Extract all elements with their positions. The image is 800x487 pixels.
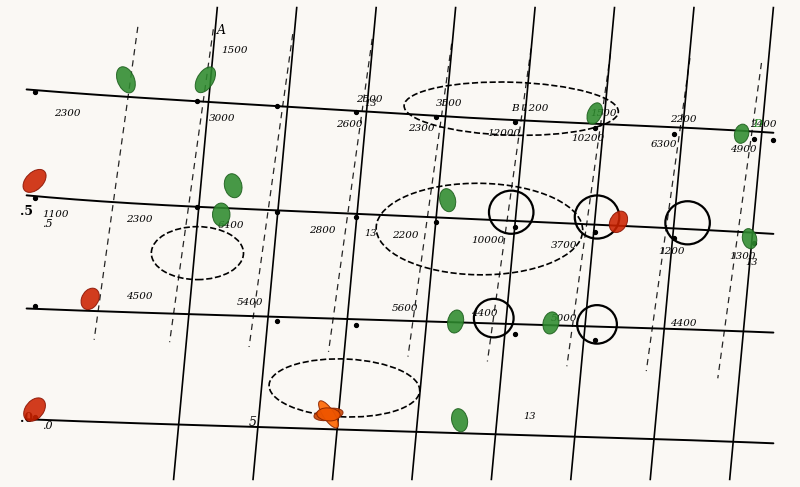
- Text: A: A: [218, 24, 226, 37]
- Text: .0: .0: [42, 421, 53, 431]
- Ellipse shape: [314, 408, 343, 421]
- Text: 5600: 5600: [392, 304, 418, 313]
- Text: .5: .5: [42, 219, 53, 229]
- Text: 10200: 10200: [571, 134, 604, 143]
- Ellipse shape: [734, 124, 749, 143]
- Text: 12000: 12000: [487, 129, 521, 138]
- Text: 10000: 10000: [471, 236, 505, 245]
- Text: 5400: 5400: [237, 298, 264, 307]
- Text: 13: 13: [364, 99, 377, 109]
- Ellipse shape: [195, 67, 215, 93]
- Text: 2500: 2500: [356, 94, 383, 104]
- Ellipse shape: [81, 288, 99, 310]
- Text: 6400: 6400: [218, 221, 244, 230]
- Text: 13: 13: [364, 229, 377, 238]
- Text: 2200: 2200: [670, 115, 697, 124]
- Text: 4400: 4400: [670, 319, 697, 328]
- Ellipse shape: [543, 312, 559, 334]
- Text: 2800: 2800: [309, 226, 335, 235]
- Text: 4900: 4900: [730, 145, 756, 153]
- Text: 1500: 1500: [590, 109, 617, 118]
- Ellipse shape: [451, 409, 468, 431]
- Text: 2300: 2300: [126, 215, 153, 224]
- Text: 4500: 4500: [126, 292, 153, 301]
- Ellipse shape: [23, 169, 46, 192]
- Text: 13: 13: [523, 412, 536, 421]
- Ellipse shape: [447, 310, 464, 333]
- Text: .5: .5: [20, 205, 34, 218]
- Text: 3000: 3000: [210, 114, 236, 123]
- Text: 3500: 3500: [436, 99, 462, 109]
- Text: 2200: 2200: [392, 231, 418, 240]
- Ellipse shape: [224, 174, 242, 198]
- Text: 2400: 2400: [750, 120, 776, 129]
- Text: .0: .0: [20, 412, 34, 425]
- Ellipse shape: [117, 67, 135, 93]
- Text: 1100: 1100: [42, 210, 69, 219]
- Text: 5000: 5000: [551, 314, 578, 322]
- Text: 2600: 2600: [337, 120, 363, 129]
- Text: 3700: 3700: [551, 242, 578, 250]
- Ellipse shape: [439, 188, 456, 212]
- Text: D: D: [754, 119, 762, 129]
- Text: 5: 5: [249, 416, 257, 430]
- Text: B 1200: B 1200: [511, 104, 549, 113]
- Ellipse shape: [742, 228, 757, 249]
- Text: 13: 13: [746, 258, 758, 267]
- Ellipse shape: [318, 401, 338, 428]
- Text: 1300: 1300: [730, 252, 756, 262]
- Ellipse shape: [587, 103, 602, 124]
- Text: 4400: 4400: [471, 309, 498, 318]
- Ellipse shape: [213, 203, 230, 226]
- Ellipse shape: [24, 398, 46, 421]
- Ellipse shape: [610, 211, 628, 233]
- Text: 6300: 6300: [650, 140, 677, 149]
- Text: 1200: 1200: [658, 247, 685, 256]
- Ellipse shape: [317, 408, 340, 421]
- Text: 2300: 2300: [54, 109, 81, 118]
- Text: 2300: 2300: [408, 124, 434, 133]
- Text: 1500: 1500: [222, 46, 248, 56]
